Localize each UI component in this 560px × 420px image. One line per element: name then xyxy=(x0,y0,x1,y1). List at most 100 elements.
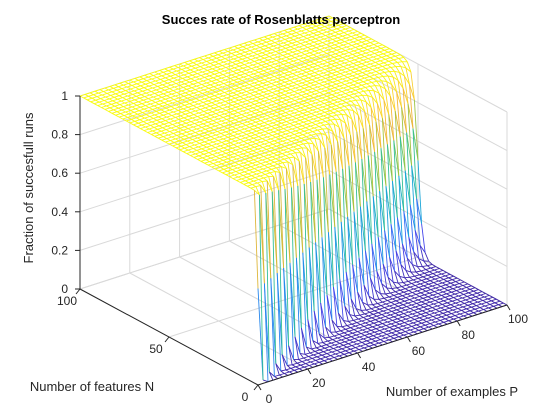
surface-edge xyxy=(456,299,461,302)
surface-edge xyxy=(121,109,126,113)
surface-edge xyxy=(232,124,238,128)
surface-edge xyxy=(315,122,321,125)
surface-edge xyxy=(335,39,342,42)
surface-edge xyxy=(249,48,256,52)
surface-edge xyxy=(197,159,202,162)
surface-edge xyxy=(284,115,289,119)
surface-edge xyxy=(270,51,276,54)
surface-edge xyxy=(325,119,331,122)
surface-edge xyxy=(290,153,295,158)
surface-edge xyxy=(254,89,261,93)
surface-edge xyxy=(260,141,265,145)
surface-edge xyxy=(364,76,370,79)
surface-edge xyxy=(230,171,237,174)
surface-edge xyxy=(375,60,381,63)
surface-edge xyxy=(206,80,212,84)
surface-edge xyxy=(376,270,383,284)
surface-edge xyxy=(192,96,197,99)
surface-edge xyxy=(308,43,313,47)
surface-edge xyxy=(179,63,184,67)
surface-edge xyxy=(148,119,153,123)
surface-edge xyxy=(322,85,327,88)
surface-edge xyxy=(409,276,414,281)
surface-edge xyxy=(198,112,203,116)
surface-edge xyxy=(277,35,282,38)
surface-edge xyxy=(353,320,358,323)
surface-edge xyxy=(423,326,429,330)
surface-edge xyxy=(353,349,360,352)
surface-edge xyxy=(266,93,271,97)
surface-edge xyxy=(456,290,461,293)
surface-edge xyxy=(142,90,147,94)
surface-edge xyxy=(357,73,362,77)
surface-edge xyxy=(221,77,226,81)
surface-edge xyxy=(300,128,305,132)
surface-edge xyxy=(210,157,215,161)
surface-edge xyxy=(398,291,404,295)
surface-edge xyxy=(310,361,315,365)
surface-edge xyxy=(369,333,374,337)
surface-edge xyxy=(420,324,426,328)
surface-edge xyxy=(431,298,436,301)
surface-edge xyxy=(163,93,168,97)
surface-edge xyxy=(241,69,247,73)
surface-edge xyxy=(375,319,380,322)
surface-edge xyxy=(340,60,345,64)
surface-edge xyxy=(280,47,286,51)
surface-edge xyxy=(367,58,372,61)
surface-edge xyxy=(362,327,368,331)
surface-edge xyxy=(407,315,412,318)
surface-edge xyxy=(296,103,303,107)
surface-edge xyxy=(264,36,269,40)
surface-edge xyxy=(362,70,368,74)
surface-edge xyxy=(138,110,143,113)
surface-edge xyxy=(193,157,198,160)
surface-edge xyxy=(282,55,287,58)
surface-edge xyxy=(276,122,282,126)
surface-edge xyxy=(303,120,309,123)
surface-edge xyxy=(205,107,210,111)
surface-edge xyxy=(182,65,187,69)
surface-edge xyxy=(276,45,283,49)
surface-edge xyxy=(135,85,141,88)
surface-edge xyxy=(349,135,355,212)
surface-edge xyxy=(397,61,403,63)
surface-edge xyxy=(165,86,170,89)
surface-edge xyxy=(292,116,297,119)
surface-edge xyxy=(153,96,158,100)
surface-edge xyxy=(207,164,212,168)
surface-edge xyxy=(316,77,321,81)
surface-edge xyxy=(284,37,291,40)
surface-edge xyxy=(319,47,325,51)
surface-edge xyxy=(258,194,264,380)
surface-edge xyxy=(296,94,302,98)
surface-edge xyxy=(299,119,304,123)
surface-edge xyxy=(336,48,342,51)
surface-edge xyxy=(238,119,244,123)
surface-edge xyxy=(382,301,387,305)
surface-edge xyxy=(225,152,230,156)
surface-edge xyxy=(343,53,348,57)
surface-edge xyxy=(122,116,128,120)
surface-edge xyxy=(352,30,358,34)
surface-edge xyxy=(203,130,209,134)
surface-edge xyxy=(208,64,214,68)
surface-edge xyxy=(302,132,308,136)
surface-edge xyxy=(191,64,197,67)
surface-edge xyxy=(361,320,366,324)
surface-edge xyxy=(390,302,395,305)
surface-edge xyxy=(342,168,349,217)
surface-edge xyxy=(424,315,429,319)
surface-edge xyxy=(298,132,304,136)
surface-edge xyxy=(355,334,360,338)
surface-edge xyxy=(258,179,263,182)
surface-edge xyxy=(231,115,237,119)
surface-edge xyxy=(272,122,277,126)
surface-edge xyxy=(368,295,375,300)
surface-edge xyxy=(259,59,264,63)
surface-edge xyxy=(183,115,190,119)
surface-edge xyxy=(237,103,242,106)
surface-edge xyxy=(369,86,375,91)
surface-edge xyxy=(335,105,341,109)
surface-edge xyxy=(116,88,123,91)
